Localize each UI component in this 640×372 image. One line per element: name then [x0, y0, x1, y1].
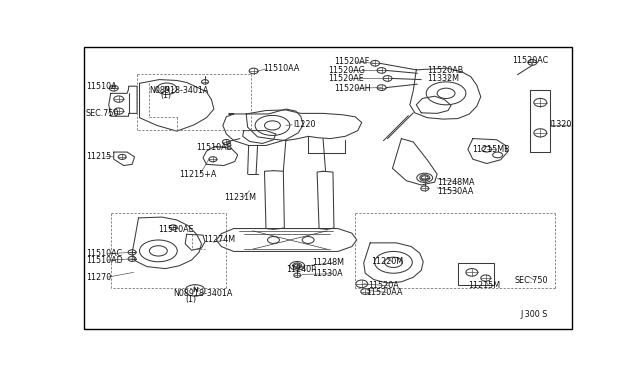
- Text: 11248M: 11248M: [312, 259, 344, 267]
- Text: 11530AA: 11530AA: [437, 187, 474, 196]
- Text: 11510A: 11510A: [86, 82, 116, 91]
- Text: 11510AC: 11510AC: [86, 249, 122, 258]
- Text: SEC.750: SEC.750: [515, 276, 548, 285]
- Text: 11510AA: 11510AA: [264, 64, 300, 74]
- Text: 11248MA: 11248MA: [437, 178, 475, 187]
- Text: 11215M: 11215M: [468, 281, 500, 290]
- Text: 11520AB: 11520AB: [428, 66, 463, 75]
- Text: 11520AF: 11520AF: [334, 57, 369, 66]
- Text: I1320: I1320: [549, 121, 572, 129]
- Text: 11520AE: 11520AE: [328, 74, 364, 83]
- Text: I1220: I1220: [293, 121, 316, 129]
- Text: 11510AB: 11510AB: [196, 143, 233, 152]
- Text: 11231M: 11231M: [224, 193, 256, 202]
- Text: 11520AG: 11520AG: [328, 66, 365, 75]
- Text: 11215+A: 11215+A: [179, 170, 216, 179]
- Text: N: N: [192, 288, 198, 294]
- Text: 11274M: 11274M: [203, 235, 235, 244]
- Text: N08918-3401A: N08918-3401A: [150, 86, 209, 95]
- Text: N: N: [164, 86, 170, 92]
- Text: 11520AC: 11520AC: [513, 56, 548, 65]
- Text: (1): (1): [186, 295, 196, 304]
- Text: N08918-3401A: N08918-3401A: [173, 289, 232, 298]
- Text: 11240P: 11240P: [286, 265, 316, 274]
- Text: 11510AE: 11510AE: [158, 225, 194, 234]
- Text: 11520AH: 11520AH: [334, 84, 371, 93]
- Text: 11220M: 11220M: [372, 257, 404, 266]
- Text: 11215MB: 11215MB: [472, 145, 509, 154]
- Text: 11332M: 11332M: [428, 74, 460, 83]
- Bar: [458, 263, 493, 285]
- Text: 11215: 11215: [86, 152, 111, 161]
- Text: 11270: 11270: [86, 273, 111, 282]
- Text: SEC.750: SEC.750: [86, 109, 120, 118]
- Text: 11510AD: 11510AD: [86, 256, 123, 264]
- Text: 11520A: 11520A: [367, 281, 399, 290]
- Text: J 300 S: J 300 S: [520, 310, 548, 319]
- Text: 11530A: 11530A: [312, 269, 343, 278]
- Text: 11520AA: 11520AA: [365, 288, 402, 297]
- Text: (1): (1): [161, 91, 172, 100]
